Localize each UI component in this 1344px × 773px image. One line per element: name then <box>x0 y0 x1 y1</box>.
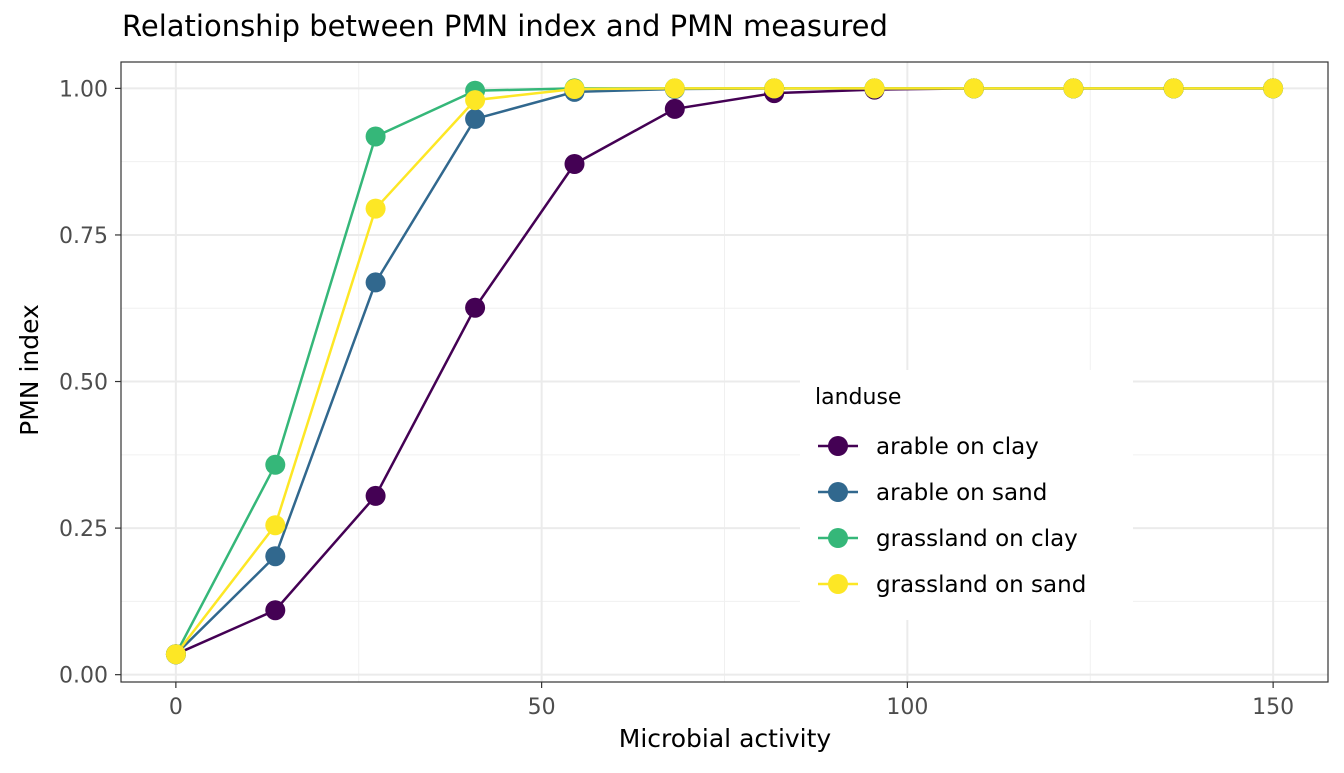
legend-label: arable on clay <box>876 434 1039 460</box>
x-tick-label: 50 <box>528 695 556 720</box>
legend-key-point <box>828 528 848 548</box>
legend-background <box>800 370 1133 620</box>
data-point <box>1063 78 1084 99</box>
legend-label: grassland on clay <box>876 526 1078 552</box>
data-point <box>165 644 186 665</box>
data-point <box>265 546 286 567</box>
y-axis-title: PMN index <box>15 304 44 436</box>
data-point <box>564 79 585 99</box>
data-point <box>365 272 386 293</box>
data-point <box>465 90 486 111</box>
data-point <box>764 78 785 99</box>
data-point <box>664 78 685 99</box>
legend: landuse arable on clay arable on sand gras… <box>800 370 1133 620</box>
x-tick-label: 100 <box>886 695 928 720</box>
data-point <box>265 454 286 475</box>
legend-key-point <box>828 574 848 594</box>
plot-panel-border <box>120 61 1329 683</box>
x-axis-title: Microbial activity <box>619 724 832 753</box>
data-point <box>864 78 885 99</box>
y-tick-label: 0.50 <box>59 371 108 396</box>
data-point <box>1263 78 1284 99</box>
legend-key-point <box>828 436 848 456</box>
data-point <box>465 108 486 129</box>
y-tick-label: 0.00 <box>59 664 108 689</box>
data-point <box>365 485 386 506</box>
legend-title: landuse <box>815 385 901 410</box>
series-line <box>174 87 1274 655</box>
x-tick-label: 0 <box>169 695 183 720</box>
data-point <box>963 78 984 99</box>
chart-title: Relationship between PMN index and PMN m… <box>122 9 888 43</box>
data-point <box>265 515 286 536</box>
data-point <box>1163 78 1184 99</box>
x-tick-label: 150 <box>1252 695 1294 720</box>
data-point <box>465 297 486 318</box>
legend-key-point <box>828 482 848 502</box>
y-tick-label: 1.00 <box>59 77 108 102</box>
data-point <box>564 154 585 174</box>
legend-label: arable on sand <box>876 480 1047 506</box>
legend-label: grassland on sand <box>876 572 1086 598</box>
y-tick-label: 0.75 <box>59 224 108 249</box>
y-tick-label: 0.25 <box>59 517 108 542</box>
data-point <box>365 126 386 147</box>
data-point <box>664 98 685 119</box>
data-point <box>365 198 386 219</box>
data-point <box>265 600 286 621</box>
